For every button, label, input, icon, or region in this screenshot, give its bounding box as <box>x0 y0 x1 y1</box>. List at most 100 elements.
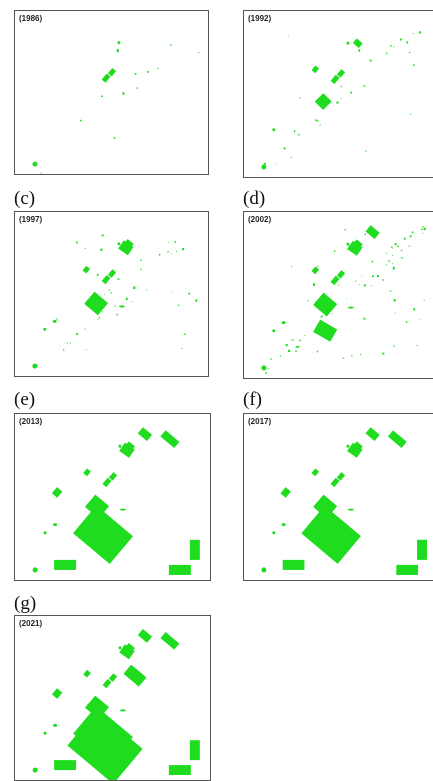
vegetation-map-2017 <box>261 427 427 575</box>
vegetation-pixel <box>413 308 416 311</box>
map-panel-1986: (1986) <box>14 10 209 175</box>
vegetation-patch <box>272 329 276 333</box>
vegetation-pixel <box>293 130 296 133</box>
vegetation-pixel <box>320 328 322 331</box>
vegetation-pixel <box>268 368 270 369</box>
vegetation-patch <box>117 242 121 246</box>
vegetation-pixel <box>363 85 366 87</box>
vegetation-pixel <box>32 365 35 368</box>
vegetation-patch <box>82 265 91 274</box>
vegetation-patch <box>137 427 153 442</box>
vegetation-pixel <box>342 357 345 359</box>
vegetation-pixel <box>66 342 68 344</box>
vegetation-pixel <box>340 98 343 100</box>
vegetation-pixel <box>295 350 297 352</box>
vegetation-patch <box>118 646 122 650</box>
vegetation-patch <box>417 539 427 560</box>
vegetation-patch <box>118 305 125 308</box>
vegetation-patch <box>347 442 363 458</box>
vegetation-pixel <box>391 263 393 265</box>
vegetation-patch <box>261 567 267 573</box>
vegetation-pixel <box>397 245 399 248</box>
vegetation-pixel <box>101 234 104 237</box>
vegetation-patch <box>43 531 47 535</box>
vegetation-patch <box>346 444 350 448</box>
year-label-2017: (2017) <box>248 417 272 426</box>
vegetation-patch <box>189 740 200 761</box>
vegetation-pixel <box>393 345 396 347</box>
panel-label-e: (e) <box>14 389 36 410</box>
vegetation-pixel <box>346 249 348 251</box>
vegetation-pixel <box>69 342 71 344</box>
vegetation-pixel <box>84 248 86 249</box>
vegetation-pixel <box>409 235 412 238</box>
vegetation-patch <box>311 65 320 74</box>
vegetation-map-1997 <box>32 234 198 369</box>
vegetation-pixel <box>331 301 334 303</box>
vegetation-pixel <box>76 241 78 244</box>
vegetation-patch <box>347 508 354 511</box>
vegetation-patch <box>118 444 122 448</box>
vegetation-pixel <box>418 31 421 34</box>
vegetation-patch <box>261 164 267 170</box>
vegetation-pixel <box>108 289 110 291</box>
vegetation-pixel <box>136 87 139 89</box>
vegetation-pixel <box>410 113 412 115</box>
vegetation-patch <box>83 468 91 477</box>
vegetation-pixel <box>385 252 387 254</box>
vegetation-patch <box>107 269 117 278</box>
vegetation-pixel <box>36 364 38 366</box>
vegetation-pixel <box>393 298 396 302</box>
vegetation-pixel <box>170 253 172 254</box>
vegetation-pixel <box>98 317 101 319</box>
vegetation-map-2013 <box>32 427 200 575</box>
vegetation-pixel <box>363 284 366 287</box>
vegetation-pixel <box>364 233 366 236</box>
vegetation-pixel <box>177 304 180 306</box>
vegetation-pixel <box>275 163 277 165</box>
vegetation-patch <box>119 709 126 712</box>
vegetation-pixel <box>423 300 425 301</box>
vegetation-pixel <box>350 91 352 94</box>
vegetation-patch <box>314 93 332 111</box>
vegetation-pixel <box>382 352 385 355</box>
vegetation-pixel <box>116 49 119 53</box>
vegetation-patch <box>261 365 267 371</box>
panel-label-c: (c) <box>14 188 36 209</box>
vegetation-pixel <box>101 95 103 98</box>
vegetation-pixel <box>358 49 361 52</box>
vegetation-map-2002 <box>261 225 426 374</box>
vegetation-pixel <box>313 283 316 286</box>
vegetation-pixel <box>146 289 147 291</box>
map-panel-1992: (1992) <box>243 10 433 178</box>
vegetation-patch <box>67 710 143 780</box>
vegetation-pixel <box>350 355 353 357</box>
vegetation-patch <box>346 41 350 45</box>
panel-label-d: (d) <box>243 188 266 209</box>
vegetation-pixel <box>391 246 393 248</box>
vegetation-pixel <box>360 353 362 356</box>
vegetation-patch <box>272 531 276 535</box>
vegetation-pixel <box>388 260 390 262</box>
vegetation-pixel <box>371 260 374 263</box>
vegetation-pixel <box>59 345 61 347</box>
vegetation-pixel <box>423 227 426 231</box>
vegetation-pixel <box>390 44 392 47</box>
vegetation-patch <box>32 161 38 167</box>
map-panel-2013: (2013) <box>14 413 211 581</box>
vegetation-pixel <box>385 264 388 266</box>
map-panel-2002: (2002) <box>243 211 433 379</box>
year-label-1992: (1992) <box>248 14 272 23</box>
vegetation-patch <box>330 74 340 85</box>
vegetation-patch <box>73 505 134 564</box>
vegetation-patch <box>119 644 135 660</box>
vegetation-pixel <box>320 315 323 318</box>
vegetation-pixel <box>102 311 103 313</box>
vegetation-patch <box>352 38 363 49</box>
vegetation-pixel <box>406 41 409 44</box>
vegetation-pixel <box>125 297 128 301</box>
vegetation-patch <box>282 559 305 570</box>
vegetation-patch <box>347 306 354 309</box>
vegetation-pixel <box>265 372 267 374</box>
vegetation-pixel <box>174 241 176 243</box>
